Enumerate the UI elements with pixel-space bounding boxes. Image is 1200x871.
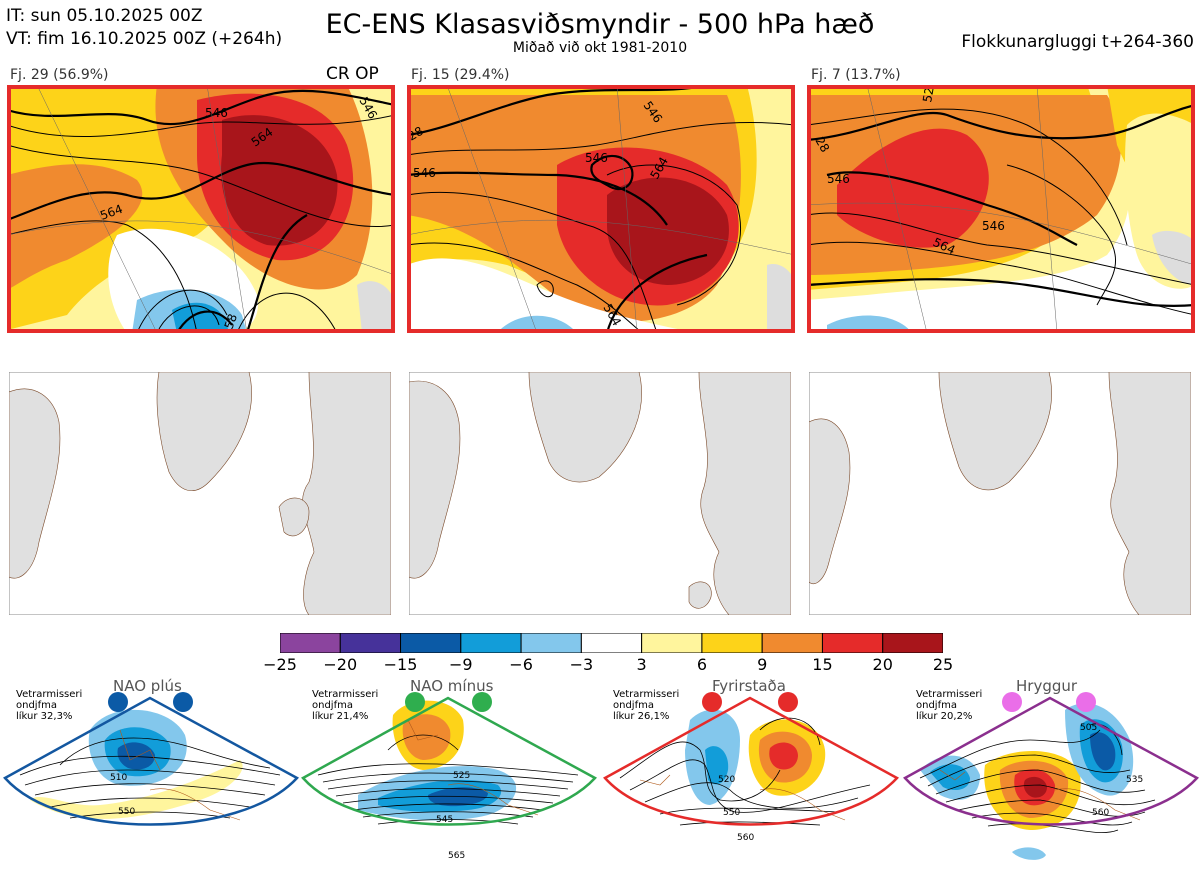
colorbar-cell bbox=[641, 633, 703, 653]
regime-2-dot bbox=[472, 692, 492, 712]
regime-2-contour-label: 525 bbox=[453, 771, 470, 781]
regime-1-contour-label: 550 bbox=[118, 807, 135, 817]
colorbar-tick-label: 25 bbox=[932, 655, 954, 674]
empty-map-3 bbox=[809, 372, 1191, 615]
regime-4-note: Vetrarmisseri ondjfma líkur 20,2% bbox=[916, 689, 983, 722]
regime-1-title: NAO plús bbox=[113, 677, 182, 695]
page-title: EC-ENS Klasasviðsmyndir - 500 hPa hæð bbox=[325, 9, 875, 40]
empty-map-1 bbox=[9, 372, 391, 615]
cluster-1-contour-label: 546 bbox=[205, 106, 228, 120]
regime-2-map: 525 545 565 bbox=[301, 692, 598, 861]
colorbar-tick-label: 20 bbox=[872, 655, 893, 674]
regime-1-note: Vetrarmisseri ondjfma líkur 32,3% bbox=[16, 689, 83, 722]
colorbar-cell bbox=[339, 633, 402, 653]
cluster-1-map: 546 564 546 58 564 bbox=[7, 85, 395, 333]
regime-2-title: NAO mínus bbox=[410, 677, 494, 695]
cluster-3-map: 546 546 564 528 28 bbox=[807, 85, 1195, 333]
colorbar-cell bbox=[882, 633, 943, 653]
colorbar bbox=[280, 633, 943, 653]
regime-3-dot bbox=[702, 692, 722, 712]
clustering-window: Flokkunargluggi t+264-360 bbox=[961, 32, 1194, 52]
cluster-2-contour-label: 28 bbox=[407, 124, 426, 144]
cluster-3-label: Fj. 7 (13.7%) bbox=[811, 67, 901, 83]
valid-time: VT: fim 16.10.2025 00Z (+264h) bbox=[6, 29, 283, 49]
empty-map-2 bbox=[409, 372, 791, 615]
regime-3-contour-label: 550 bbox=[723, 808, 740, 818]
cluster-2-map: 546 546 564 546 28 564 bbox=[407, 85, 795, 333]
regime-3-note: Vetrarmisseri ondjfma líkur 26,1% bbox=[613, 689, 680, 722]
regime-1-dot bbox=[108, 692, 128, 712]
colorbar-tick-label: 9 bbox=[757, 655, 768, 674]
regime-3-contour-label: 560 bbox=[737, 833, 754, 843]
colorbar-cell bbox=[460, 633, 522, 653]
colorbar-tick-label: −3 bbox=[569, 655, 594, 674]
colorbar-cell bbox=[821, 633, 884, 653]
cluster-3-contour-label: 546 bbox=[827, 172, 850, 186]
regime-3-title: Fyrirstaða bbox=[712, 677, 786, 695]
regime-4-contour-label: 535 bbox=[1126, 775, 1143, 785]
initial-time: IT: sun 05.10.2025 00Z bbox=[6, 6, 203, 26]
page-subtitle: Miðað við okt 1981-2010 bbox=[512, 40, 688, 56]
regime-2-note: Vetrarmisseri ondjfma líkur 21,4% bbox=[312, 689, 379, 722]
colorbar-tick-label: −25 bbox=[263, 655, 297, 674]
cluster-3-contour-label: 528 bbox=[920, 85, 938, 104]
colorbar-tick-label: −9 bbox=[449, 655, 473, 674]
colorbar-cell bbox=[280, 633, 341, 653]
regime-4-map: 505 535 560 bbox=[903, 692, 1200, 860]
regime-3-contour-label: 520 bbox=[718, 775, 735, 785]
cluster-2-contour-label: 546 bbox=[413, 166, 436, 180]
cluster-2-contour-label: 546 bbox=[585, 151, 608, 165]
colorbar-tick-label: −20 bbox=[323, 655, 358, 674]
colorbar-tick-label: 3 bbox=[636, 655, 647, 674]
cluster-1-tag: CR OP bbox=[326, 64, 379, 84]
colorbar-cell bbox=[400, 633, 462, 653]
cluster-3-contour-label: 28 bbox=[812, 135, 832, 155]
colorbar-cell bbox=[580, 633, 643, 653]
colorbar-cell bbox=[701, 633, 763, 653]
cluster-1-label: Fj. 29 (56.9%) bbox=[10, 67, 109, 83]
regime-2-contour-label: 545 bbox=[436, 815, 453, 825]
regime-4-contour-label: 560 bbox=[1092, 808, 1109, 818]
regime-4-contour-label: 505 bbox=[1080, 723, 1097, 733]
colorbar-tick-label: 15 bbox=[812, 655, 833, 674]
regime-2-contour-label: 565 bbox=[448, 851, 465, 861]
regime-1-contour-label: 510 bbox=[110, 773, 127, 783]
cluster-1-contour-label: 58 bbox=[222, 312, 240, 331]
regime-3-dot bbox=[778, 692, 798, 712]
regime-1-dot bbox=[173, 692, 193, 712]
colorbar-cell bbox=[761, 633, 823, 653]
colorbar-tick-label: −6 bbox=[509, 655, 533, 674]
regime-2-dot bbox=[405, 692, 425, 712]
cluster-2-label: Fj. 15 (29.4%) bbox=[411, 67, 510, 83]
regime-1-map: 510 550 bbox=[3, 692, 300, 826]
regime-4-title: Hryggur bbox=[1016, 677, 1078, 695]
regime-4-dot bbox=[1076, 692, 1096, 712]
regime-4-dot bbox=[1002, 692, 1022, 712]
colorbar-cell bbox=[520, 633, 582, 653]
colorbar-tick-label: 6 bbox=[696, 655, 707, 674]
regime-3-map: 520 550 560 bbox=[603, 692, 900, 843]
cluster-3-contour-label: 546 bbox=[982, 219, 1005, 233]
colorbar-tick-label: −15 bbox=[383, 655, 418, 674]
